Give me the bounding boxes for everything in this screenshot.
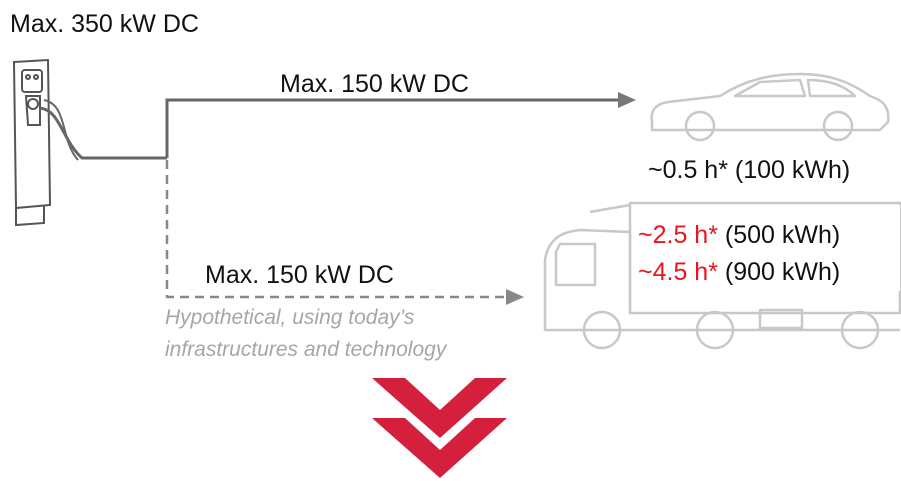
car-route-line bbox=[167, 100, 620, 158]
truck-scenario: ~2.5 h* (500 kWh) bbox=[638, 221, 840, 249]
car-charge-time: ~0.5 h* (100 kWh) bbox=[648, 156, 850, 184]
charger-label: Max. 350 kW DC bbox=[10, 10, 199, 38]
chevron-down bbox=[372, 378, 507, 478]
time: ~0.5 h* bbox=[648, 156, 728, 184]
truck-scenario: ~4.5 h* (900 kWh) bbox=[638, 258, 840, 286]
capacity: (900 kWh) bbox=[725, 258, 840, 286]
car-icon bbox=[652, 74, 889, 140]
truck-route-label: Max. 150 kW DC bbox=[205, 261, 394, 289]
time: ~4.5 h* bbox=[638, 258, 718, 286]
car-route-label: Max. 150 kW DC bbox=[280, 70, 469, 98]
charger-icon bbox=[14, 60, 167, 225]
diagram: Max. 350 kW DC Max. 150 kW DC Max. 150 k… bbox=[0, 0, 901, 481]
arrowhead bbox=[506, 289, 524, 305]
note-line: infrastructures and technology bbox=[165, 338, 448, 361]
arrowhead bbox=[618, 92, 636, 108]
time: ~2.5 h* bbox=[638, 221, 718, 249]
capacity: (500 kWh) bbox=[725, 221, 840, 249]
note-line: Hypothetical, using today’s bbox=[165, 306, 415, 329]
capacity: (100 kWh) bbox=[735, 156, 850, 184]
